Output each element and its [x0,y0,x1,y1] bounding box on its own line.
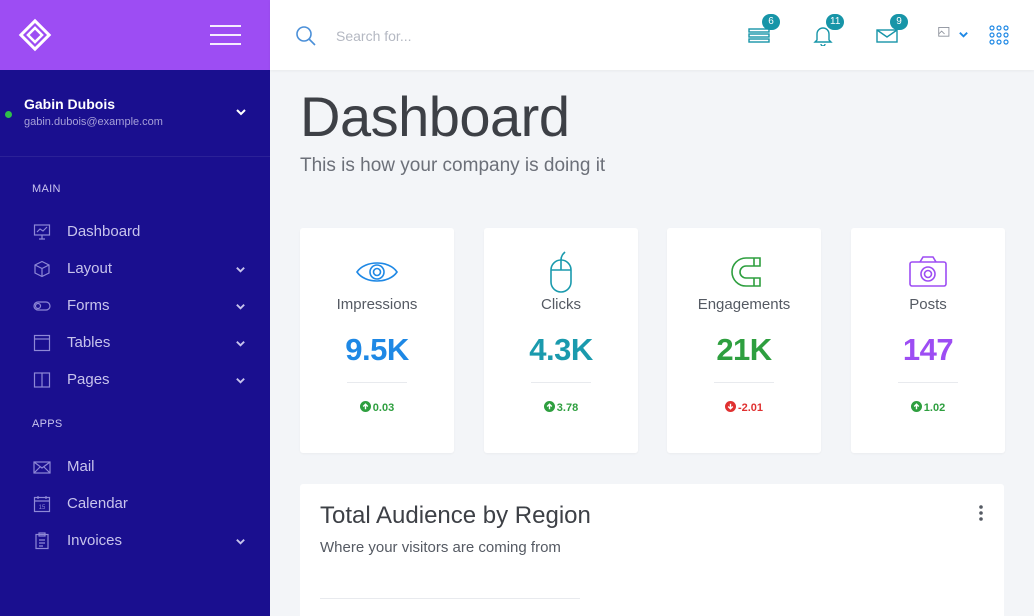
search-input[interactable] [336,22,636,50]
stat-label: Engagements [697,296,791,313]
notifications-badge: 11 [826,14,845,30]
stat-delta: 3.78 [484,401,638,414]
apps-grid-button[interactable] [980,14,1020,54]
card-subtitle: Where your visitors are coming from [320,539,561,556]
page-title: Dashboard [300,85,570,148]
chevron-down-icon [236,378,245,384]
chevron-down-icon[interactable] [235,106,247,118]
tasks-badge: 6 [762,14,780,30]
bell-icon [813,27,833,46]
chevron-down-icon [236,341,245,347]
envelope-icon [876,29,898,43]
divider [531,382,591,383]
stat-value: 147 [902,332,954,367]
stat-card-clicks: Clicks 4.3K 3.78 [484,228,638,453]
topbar: 6 11 9 [270,0,1034,70]
stat-delta: 1.02 [851,401,1005,414]
card-title: Total Audience by Region [320,502,591,529]
sidebar-item-label: Pages [67,371,110,388]
camera-icon [909,256,947,287]
menu-toggle-button[interactable] [210,25,241,45]
envelope-icon [33,461,51,474]
chevron-down-icon [236,539,245,545]
table-icon [33,334,51,352]
sidebar-item-tables[interactable]: Tables [0,328,270,358]
stat-label: Impressions [336,296,418,313]
invoice-clipboard-icon [35,532,49,550]
stat-delta-value: 3.78 [556,402,579,414]
user-name: Gabin Dubois [24,96,115,112]
list-stack-icon [748,28,770,43]
stat-label: Clicks [541,296,581,313]
divider [320,598,580,599]
stat-delta: -2.01 [667,401,821,414]
sidebar-item-pages[interactable]: Pages [0,365,270,395]
chevron-down-icon [236,267,245,273]
sidebar-item-label: Invoices [67,532,123,549]
stat-card-engagements: Engagements 21K -2.01 [667,228,821,453]
stat-delta: 0.03 [300,401,454,414]
sidebar-item-label: Layout [67,260,113,277]
user-avatar-button[interactable] [934,14,974,54]
arrow-up-circle-icon [543,401,555,412]
divider [898,382,958,383]
online-status-dot [5,111,12,118]
tasks-button[interactable]: 6 [740,14,780,54]
sidebar-item-label: Forms [67,297,110,314]
stat-value: 9.5K [345,332,409,367]
calendar-icon: 15 [33,496,51,513]
stat-value: 21K [716,332,772,367]
sidebar: Gabin Dubois gabin.dubois@example.com MA… [0,0,270,616]
sidebar-item-calendar[interactable]: 15 Calendar [0,489,270,519]
stat-card-impressions: Impressions 9.5K 0.03 [300,228,454,453]
sidebar-item-label: Calendar [67,495,128,512]
sidebar-item-mail[interactable]: Mail [0,452,270,482]
arrow-down-circle-icon [724,401,736,412]
mouse-icon [550,251,572,293]
sidebar-item-label: Tables [67,334,111,351]
page-subtitle: This is how your company is doing it [300,155,606,176]
toggle-icon [33,301,51,311]
brand-bar [0,0,270,70]
sidebar-item-layout[interactable]: Layout [0,254,270,284]
sidebar-item-label: Mail [67,458,95,475]
broken-image-icon [938,27,950,37]
grid-icon [989,25,1009,45]
arrow-up-circle-icon [359,401,371,412]
stat-value: 4.3K [529,332,593,367]
stat-delta-value: 0.03 [372,402,395,414]
section-label-main: MAIN [32,183,61,195]
sidebar-item-invoices[interactable]: Invoices [0,526,270,556]
magnet-icon [731,257,761,287]
more-vertical-icon[interactable] [975,504,987,522]
notifications-button[interactable]: 11 [804,14,845,54]
section-label-apps: APPS [32,418,63,430]
presentation-board-icon [33,224,51,240]
calendar-day-text: 15 [39,505,46,511]
eye-icon [356,262,398,282]
stat-label: Posts [909,296,947,313]
sidebar-item-label: Dashboard [67,223,141,240]
sidebar-item-forms[interactable]: Forms [0,291,270,321]
stat-delta-value: -2.01 [737,402,764,414]
arrow-up-circle-icon [910,401,922,412]
book-pages-icon [33,372,51,388]
sidebar-item-dashboard[interactable]: Dashboard [0,217,270,247]
search-icon[interactable] [295,25,317,47]
divider [714,382,774,383]
messages-button[interactable]: 9 [868,14,908,54]
stat-card-posts: Posts 147 1.02 [851,228,1005,453]
logo-icon[interactable] [17,17,53,53]
chevron-down-icon [236,304,245,310]
region-audience-card: Total Audience by Region Where your visi… [300,484,1004,616]
user-profile[interactable]: Gabin Dubois gabin.dubois@example.com [0,70,270,157]
chevron-down-icon [959,32,968,38]
messages-badge: 9 [890,14,908,30]
stat-delta-value: 1.02 [923,402,946,414]
user-email: gabin.dubois@example.com [24,116,163,128]
cube-icon [34,260,50,278]
divider [347,382,407,383]
